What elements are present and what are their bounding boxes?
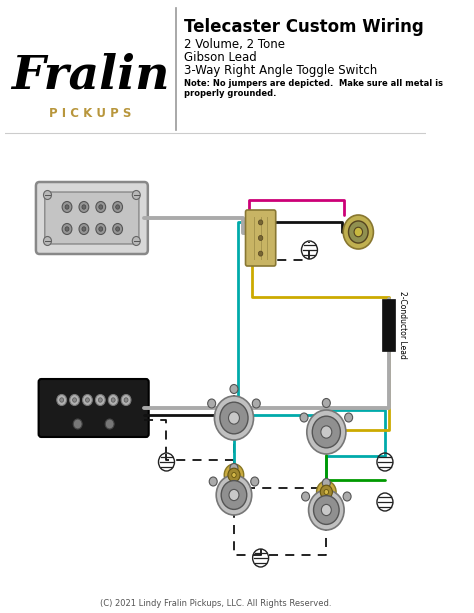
Circle shape xyxy=(313,495,339,524)
Text: 2-Conductor Lead: 2-Conductor Lead xyxy=(398,291,407,359)
Circle shape xyxy=(62,224,72,235)
Circle shape xyxy=(99,398,102,402)
Circle shape xyxy=(252,399,260,408)
FancyBboxPatch shape xyxy=(45,192,139,244)
Circle shape xyxy=(300,413,308,422)
Circle shape xyxy=(82,395,92,406)
Circle shape xyxy=(82,227,86,231)
Circle shape xyxy=(121,395,131,406)
Circle shape xyxy=(82,205,86,209)
Circle shape xyxy=(232,473,236,478)
Circle shape xyxy=(229,489,239,501)
Circle shape xyxy=(124,398,128,402)
Circle shape xyxy=(343,492,351,501)
Circle shape xyxy=(307,410,346,454)
Text: (C) 2021 Lindy Fralin Pickups, LLC. All Rights Reserved.: (C) 2021 Lindy Fralin Pickups, LLC. All … xyxy=(100,598,331,607)
Circle shape xyxy=(113,224,122,235)
Circle shape xyxy=(221,481,247,509)
Bar xyxy=(383,299,395,351)
Circle shape xyxy=(105,419,114,429)
Circle shape xyxy=(301,492,310,501)
Circle shape xyxy=(73,419,82,429)
Circle shape xyxy=(345,413,353,422)
Circle shape xyxy=(208,399,216,408)
Circle shape xyxy=(251,477,259,486)
Circle shape xyxy=(116,205,119,209)
Circle shape xyxy=(228,468,240,482)
Text: P I C K U P S: P I C K U P S xyxy=(49,107,131,120)
Circle shape xyxy=(132,191,140,199)
Circle shape xyxy=(99,227,103,231)
Circle shape xyxy=(113,202,122,213)
Circle shape xyxy=(95,395,105,406)
Text: Note: No jumpers are depicted.  Make sure all metal is
properly grounded.: Note: No jumpers are depicted. Make sure… xyxy=(184,79,443,99)
Circle shape xyxy=(220,402,248,434)
Circle shape xyxy=(96,202,106,213)
Circle shape xyxy=(214,396,254,440)
Circle shape xyxy=(44,237,52,245)
Circle shape xyxy=(96,224,106,235)
Circle shape xyxy=(228,412,239,424)
Circle shape xyxy=(320,485,332,499)
FancyBboxPatch shape xyxy=(246,210,276,266)
Circle shape xyxy=(309,490,344,530)
Circle shape xyxy=(109,395,118,406)
Text: Gibson Lead: Gibson Lead xyxy=(184,51,257,64)
Circle shape xyxy=(348,221,368,243)
Circle shape xyxy=(343,215,374,249)
Circle shape xyxy=(224,464,244,486)
Circle shape xyxy=(79,224,89,235)
Circle shape xyxy=(70,395,80,406)
Circle shape xyxy=(258,251,263,256)
Circle shape xyxy=(57,395,66,406)
Circle shape xyxy=(354,227,363,237)
Circle shape xyxy=(324,490,328,495)
Circle shape xyxy=(73,398,76,402)
Circle shape xyxy=(258,220,263,225)
Circle shape xyxy=(62,202,72,213)
Circle shape xyxy=(44,191,52,199)
Circle shape xyxy=(322,398,330,408)
Circle shape xyxy=(111,398,115,402)
FancyBboxPatch shape xyxy=(36,182,148,254)
Circle shape xyxy=(317,481,336,503)
Circle shape xyxy=(209,477,217,486)
Circle shape xyxy=(312,416,340,448)
Circle shape xyxy=(99,205,103,209)
Circle shape xyxy=(116,227,119,231)
Circle shape xyxy=(322,479,330,487)
Circle shape xyxy=(258,235,263,240)
Text: 3-Way Right Angle Toggle Switch: 3-Way Right Angle Toggle Switch xyxy=(184,64,377,77)
Circle shape xyxy=(65,205,69,209)
Circle shape xyxy=(230,463,238,473)
Circle shape xyxy=(230,384,238,394)
Circle shape xyxy=(60,398,64,402)
Circle shape xyxy=(85,398,90,402)
Text: Fralin: Fralin xyxy=(11,52,169,98)
Circle shape xyxy=(132,237,140,245)
Text: 2 Volume, 2 Tone: 2 Volume, 2 Tone xyxy=(184,38,285,51)
FancyBboxPatch shape xyxy=(38,379,149,437)
Circle shape xyxy=(321,504,331,516)
Text: Telecaster Custom Wiring: Telecaster Custom Wiring xyxy=(184,18,424,36)
Circle shape xyxy=(79,202,89,213)
Circle shape xyxy=(65,227,69,231)
Circle shape xyxy=(216,475,252,515)
Circle shape xyxy=(321,426,332,438)
